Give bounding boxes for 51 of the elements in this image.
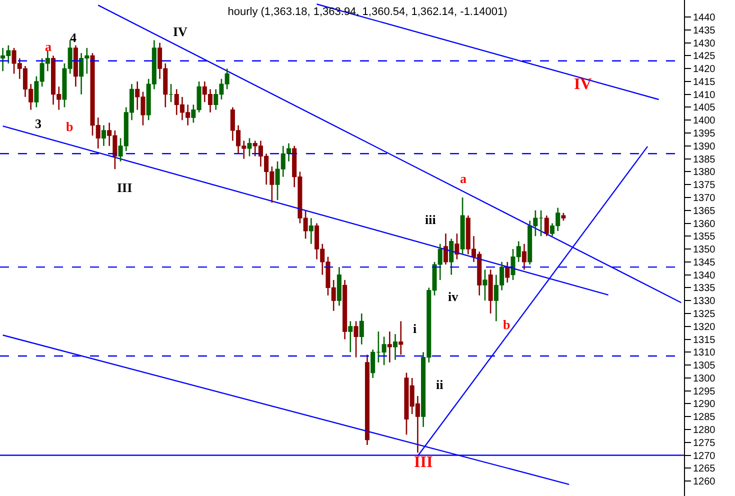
- y-tick-label: 1390: [693, 141, 716, 152]
- y-tick-label: 1355: [693, 232, 716, 243]
- y-tick-label: 1350: [693, 244, 716, 256]
- y-tick-label: 1330: [693, 296, 716, 308]
- y-tick-label: 1320: [693, 322, 716, 333]
- y-tick-label: 1335: [693, 283, 716, 294]
- y-tick-label: 1285: [693, 412, 716, 424]
- annotation: b: [503, 317, 510, 332]
- annotation: ii: [436, 377, 444, 392]
- y-tick-label: 1400: [693, 116, 716, 127]
- y-tick-label: 1385: [693, 154, 716, 166]
- y-tick-label: 1435: [693, 25, 716, 36]
- y-tick-label: 1295: [693, 386, 716, 398]
- y-tick-label: 1280: [693, 424, 716, 436]
- annotation: 3: [35, 116, 42, 131]
- y-tick-label: 1305: [693, 360, 716, 372]
- y-tick-label: 1360: [693, 218, 716, 230]
- y-tick-label: 1395: [693, 128, 716, 140]
- y-tick-label: 1300: [693, 373, 716, 384]
- y-tick-label: 1275: [693, 438, 716, 449]
- y-tick-label: 1340: [693, 270, 716, 282]
- y-tick-label: 1325: [693, 308, 716, 320]
- y-tick-label: 1265: [693, 464, 716, 475]
- y-tick-label: 1310: [693, 348, 716, 359]
- y-tick-label: 1260: [693, 476, 716, 488]
- annotation: 4: [70, 30, 77, 45]
- annotation: a: [45, 39, 52, 54]
- y-tick-label: 1270: [693, 450, 716, 462]
- y-tick-label: 1370: [693, 192, 716, 204]
- y-tick-label: 1440: [693, 12, 716, 24]
- y-tick-label: 1430: [693, 38, 716, 50]
- annotation: i: [413, 321, 417, 336]
- y-tick-label: 1315: [693, 334, 716, 346]
- annotation: III: [414, 454, 433, 471]
- y-tick-label: 1290: [693, 399, 716, 410]
- y-tick-label: 1380: [693, 167, 716, 178]
- y-tick-label: 1425: [693, 51, 716, 62]
- annotation: b: [66, 119, 74, 134]
- y-tick-label: 1420: [693, 64, 716, 76]
- annotation: iii: [425, 212, 436, 227]
- annotation: III: [117, 180, 132, 195]
- y-tick-label: 1405: [693, 102, 716, 114]
- annotation: iv: [448, 289, 459, 304]
- y-tick-label: 1345: [693, 257, 716, 268]
- annotation: a: [460, 171, 467, 186]
- y-tick-label: 1415: [693, 76, 716, 88]
- y-tick-label: 1410: [693, 90, 716, 101]
- annotation: IV: [574, 76, 592, 93]
- annotation: IV: [173, 24, 188, 39]
- y-tick-label: 1365: [693, 206, 716, 217]
- y-tick-label: 1375: [693, 180, 716, 192]
